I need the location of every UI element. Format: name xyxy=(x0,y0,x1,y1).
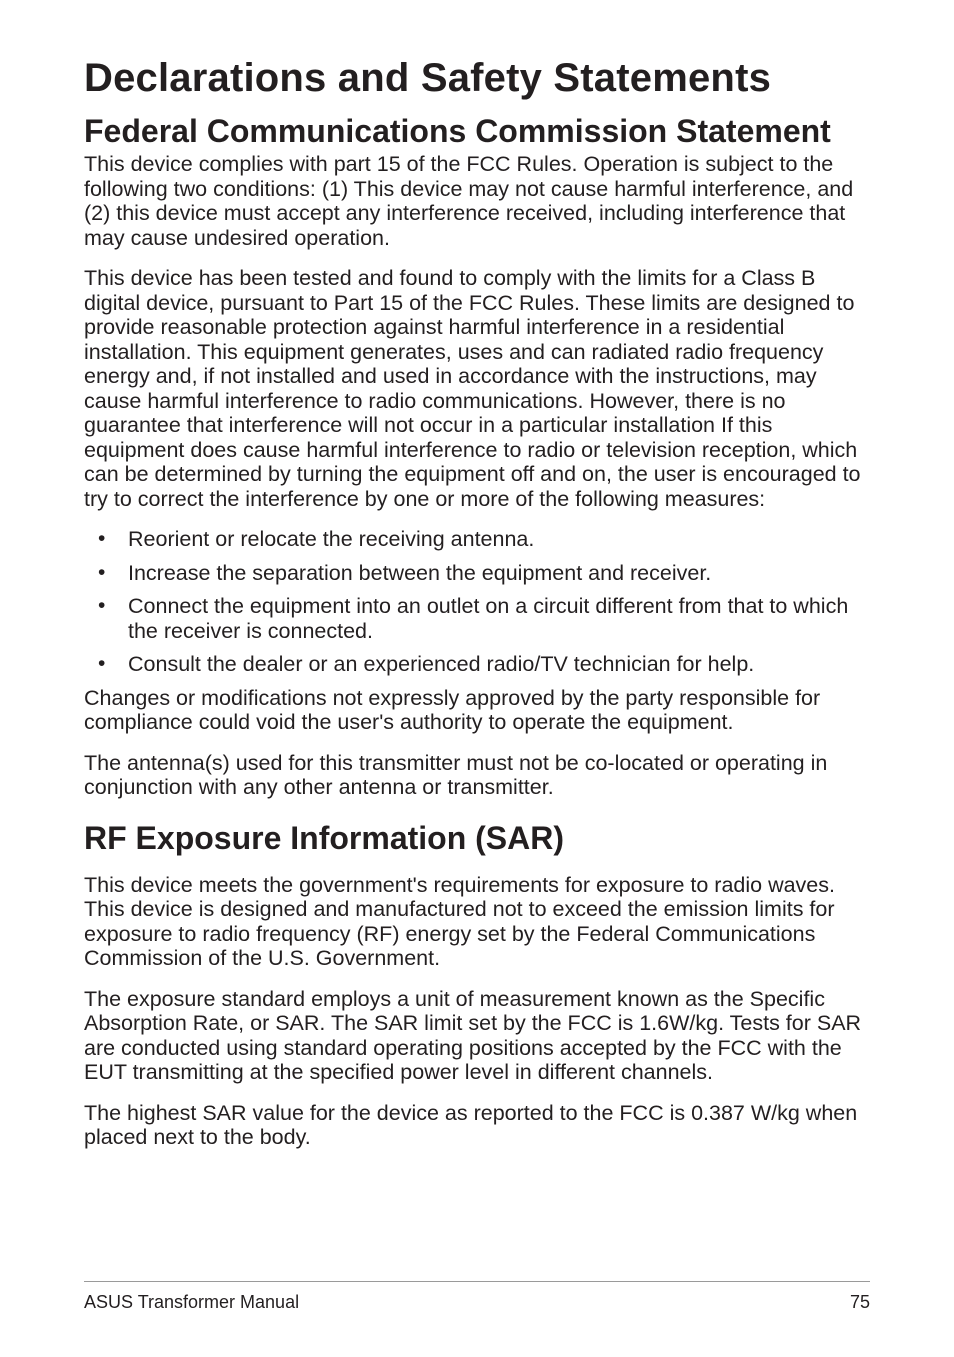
sar-para-2: The exposure standard employs a unit of … xyxy=(84,987,870,1085)
sar-para-1: This device meets the government's requi… xyxy=(84,873,870,971)
footer-page-number: 75 xyxy=(850,1292,870,1313)
fcc-para-1: This device complies with part 15 of the… xyxy=(84,152,870,250)
fcc-heading: Federal Communications Commission Statem… xyxy=(84,113,870,150)
page-footer: ASUS Transformer Manual 75 xyxy=(84,1281,870,1313)
list-item: Connect the equipment into an outlet on … xyxy=(84,594,870,643)
list-item: Consult the dealer or an experienced rad… xyxy=(84,652,870,677)
list-item: Reorient or relocate the receiving anten… xyxy=(84,527,870,552)
sar-heading: RF Exposure Information (SAR) xyxy=(84,820,870,857)
footer-manual-name: ASUS Transformer Manual xyxy=(84,1292,299,1313)
fcc-bullet-list: Reorient or relocate the receiving anten… xyxy=(84,527,870,677)
list-item: Increase the separation between the equi… xyxy=(84,561,870,586)
fcc-para-4: The antenna(s) used for this transmitter… xyxy=(84,751,870,800)
fcc-para-2: This device has been tested and found to… xyxy=(84,266,870,511)
main-title: Declarations and Safety Statements xyxy=(84,56,870,101)
fcc-para-3: Changes or modifications not expressly a… xyxy=(84,686,870,735)
sar-para-3: The highest SAR value for the device as … xyxy=(84,1101,870,1150)
